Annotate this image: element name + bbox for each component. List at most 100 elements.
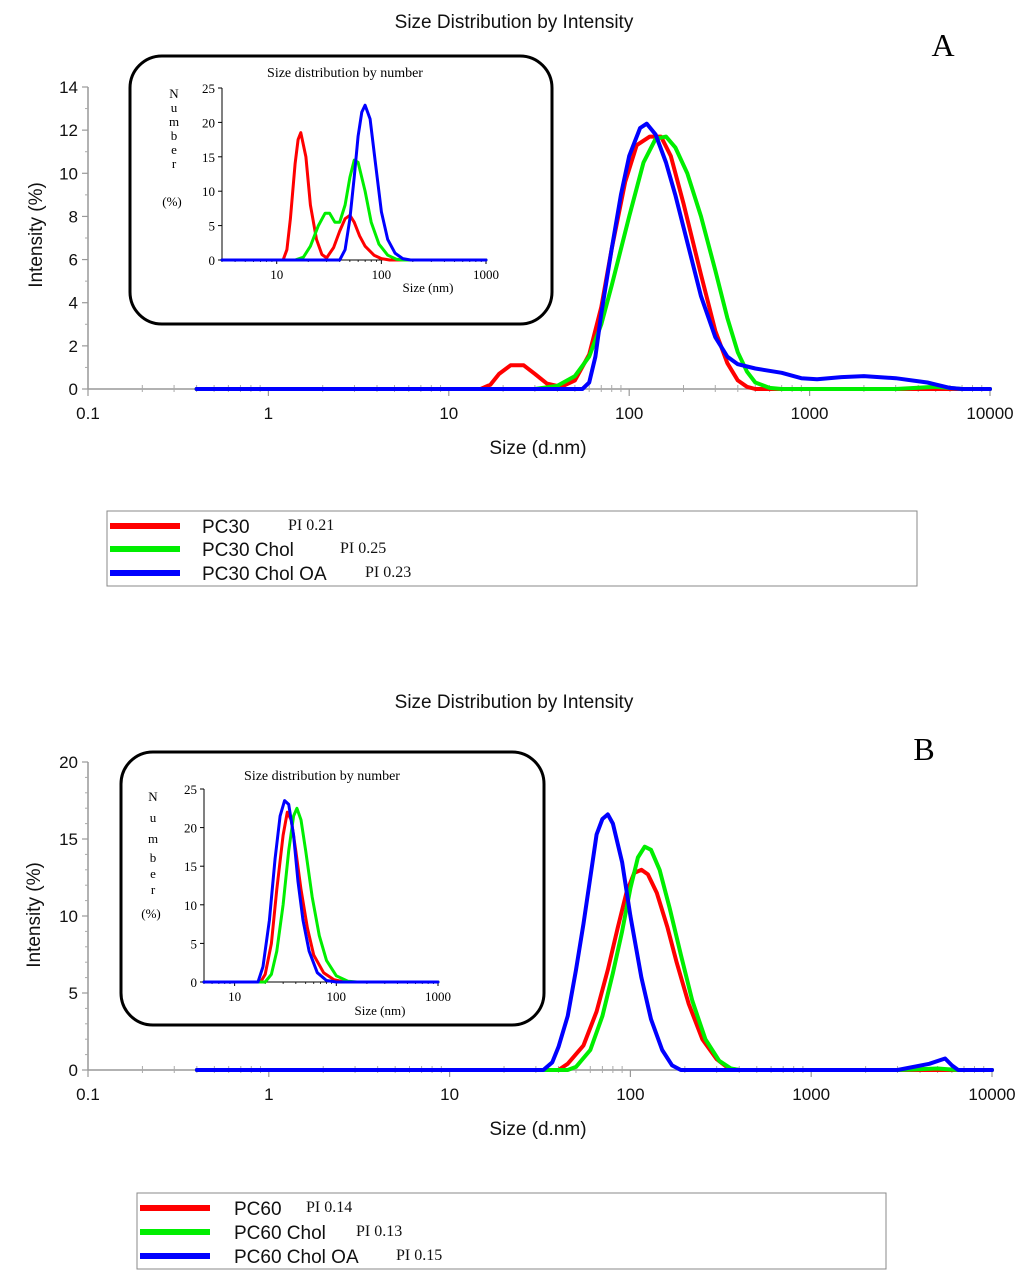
panel-a: Size Distribution by Intensity A Size (d… xyxy=(26,12,1014,587)
panel-a-x-tick-label: 10000 xyxy=(966,404,1013,423)
panel-b-inset-ylabel-2: u xyxy=(150,810,157,825)
panel-b-series xyxy=(194,812,994,1072)
panel-a-legend xyxy=(106,510,918,587)
panel-b-y-tick-label: 0 xyxy=(69,1061,78,1080)
panel-b-legend-entries: PC60 PI 0.14 PC60 Chol PI 0.13 PC60 Chol OA P… xyxy=(140,1199,442,1268)
panel-b-label: B xyxy=(913,731,934,767)
panel-b-inset-y-tick-label: 20 xyxy=(184,821,197,836)
panel-b-inset-ylabel-6: r xyxy=(151,882,156,897)
panel-a-x-tick-label: 0.1 xyxy=(76,404,100,423)
panel-a-x-axis-label: Size (d.nm) xyxy=(489,438,586,459)
panel-b-legend-name-3: PC60 Chol OA xyxy=(234,1247,359,1268)
panel-a-y-tick-label: 0 xyxy=(69,380,78,399)
panel-a-x-tick-label: 1 xyxy=(264,404,273,423)
panel-a-y-tick-label: 10 xyxy=(59,164,78,183)
panel-a-x-tick-label: 10 xyxy=(439,404,458,423)
panel-b-x-tick-label: 10000 xyxy=(968,1085,1015,1104)
panel-a-y-tick-label: 4 xyxy=(69,294,78,313)
panel-b-y-tick-label: 15 xyxy=(59,830,78,849)
panel-a-y-axis-label: Intensity (%) xyxy=(26,182,47,288)
panel-b-inset-y-tick-label: 0 xyxy=(191,975,198,990)
panel-a-inset-series-line-3 xyxy=(220,103,488,262)
panel-a-y-tick-label: 12 xyxy=(59,121,78,140)
panel-a-series-line-2 xyxy=(194,134,992,391)
panel-b-x-tick-label: 0.1 xyxy=(76,1085,100,1104)
panel-b-inset-x-tick-label: 1000 xyxy=(425,989,451,1004)
panel-a-inset-x-tick-label: 10 xyxy=(270,267,283,282)
panel-b-y-axis-label: Intensity (%) xyxy=(24,862,45,968)
panel-a-inset-ylabel-7: (%) xyxy=(162,194,182,209)
panel-b-inset-ylabel-7: (%) xyxy=(141,906,161,921)
panel-a-inset-ylabel-4: b xyxy=(171,128,178,143)
panel-a-legend-pi-3: PI 0.23 xyxy=(365,564,411,581)
panel-a-inset-series-line-2 xyxy=(220,158,488,262)
panel-b-x-tick-label: 100 xyxy=(616,1085,644,1104)
panel-b-legend-name-1: PC60 xyxy=(234,1199,282,1220)
panel-b-legend-pi-2: PI 0.13 xyxy=(356,1223,402,1240)
panel-a-inset-frame xyxy=(128,54,554,326)
panel-a-y-tick-label: 14 xyxy=(59,78,78,97)
panel-b-inset-ylabel-4: b xyxy=(150,850,157,865)
panel-b-inset-series-line-2 xyxy=(202,806,440,984)
panel-a-legend-name-3: PC30 Chol OA xyxy=(202,564,327,585)
panel-b-y-tick-label: 5 xyxy=(69,984,78,1003)
panel-a-inset-y-tick-label: 15 xyxy=(202,150,215,165)
panel-a-inset-y-tick-label: 25 xyxy=(202,81,215,96)
panel-a-inset-y-tick-label: 20 xyxy=(202,115,215,130)
panel-a-y-tick-label: 2 xyxy=(69,337,78,356)
panel-b-inset-y-tick-label: 10 xyxy=(184,898,197,913)
panel-b-inset-title: Size distribution by number xyxy=(244,769,400,784)
panel-b-legend-pi-3: PI 0.15 xyxy=(396,1247,442,1264)
panel-b-x-tick-label: 1000 xyxy=(792,1085,830,1104)
panel-a-x-tick-label: 1000 xyxy=(791,404,829,423)
panel-b-inset-x-tick-label: 10 xyxy=(228,989,241,1004)
panel-b-legend xyxy=(136,1192,887,1270)
panel-b-inset-x-tick-label: 100 xyxy=(327,989,347,1004)
panel-a-inset-y-tick-label: 5 xyxy=(209,219,216,234)
panel-b-inset-ylabel-5: e xyxy=(150,866,156,881)
panel-a-inset-ylabel-6: r xyxy=(172,156,177,171)
panel-b-inset-ylabel-3: m xyxy=(148,831,158,846)
panel-a-legend-name-2: PC30 Chol xyxy=(202,540,294,561)
panel-a-title: Size Distribution by Intensity xyxy=(395,12,634,33)
panel-a-x-tick-label: 100 xyxy=(615,404,643,423)
panel-b-series-line-3 xyxy=(194,812,994,1072)
panel-b-inset-series-line-3 xyxy=(202,799,440,984)
panel-b-x-axis-label: Size (d.nm) xyxy=(489,1119,586,1140)
panel-a-inset-x-tick-label: 1000 xyxy=(473,267,499,282)
panel-a-inset-ylabel-5: e xyxy=(171,142,177,157)
panel-a-legend-name-1: PC30 xyxy=(202,517,250,538)
panel-b-inset-ylabel-1: N xyxy=(148,789,158,804)
panel-a-inset-ylabel-3: m xyxy=(169,114,179,129)
panel-b-y-tick-label: 10 xyxy=(59,907,78,926)
panel-a-inset-series xyxy=(220,103,488,262)
panel-a-y-tick-label: 6 xyxy=(69,251,78,270)
panel-a-y-tick-label: 8 xyxy=(69,207,78,226)
panel-b-inset-x-axis-label: Size (nm) xyxy=(355,1003,406,1018)
panel-a-inset-x-axis-label: Size (nm) xyxy=(403,280,454,295)
panel-b-inset-y-tick-label: 5 xyxy=(191,936,198,951)
panel-b-x-tick-label: 1 xyxy=(264,1085,273,1104)
panel-a-inset-series-line-1 xyxy=(220,131,488,262)
panel-a-legend-pi-1: PI 0.21 xyxy=(288,517,334,534)
panel-b-inset-y-tick-label: 25 xyxy=(184,782,197,797)
panel-b-inset-y-tick-label: 15 xyxy=(184,859,197,874)
panel-a-label: A xyxy=(931,27,954,63)
panel-a-inset-y-tick-label: 0 xyxy=(209,253,216,268)
panel-a-legend-entries: PC30 PI 0.21 PC30 Chol PI 0.25 PC30 Chol OA P… xyxy=(110,517,411,585)
panel-b-title: Size Distribution by Intensity xyxy=(395,692,634,713)
panel-a-inset-x-tick-label: 100 xyxy=(372,267,392,282)
panel-a-inset-ylabel-2: u xyxy=(171,100,178,115)
panel-a-legend-pi-2: PI 0.25 xyxy=(340,540,386,557)
panel-b-x-tick-label: 10 xyxy=(440,1085,459,1104)
panel-a-series xyxy=(194,121,992,391)
panel-b-inset-series xyxy=(202,799,440,984)
panel-b-y-tick-label: 20 xyxy=(59,753,78,772)
panel-a-inset-y-tick-label: 10 xyxy=(202,184,215,199)
panel-a-inset-title: Size distribution by number xyxy=(267,66,423,81)
panel-a-inset-ylabel-1: N xyxy=(169,86,179,101)
panel-b-legend-name-2: PC60 Chol xyxy=(234,1223,326,1244)
panel-a-series-line-3 xyxy=(194,121,992,391)
panel-b-inset-frame xyxy=(119,750,546,1027)
